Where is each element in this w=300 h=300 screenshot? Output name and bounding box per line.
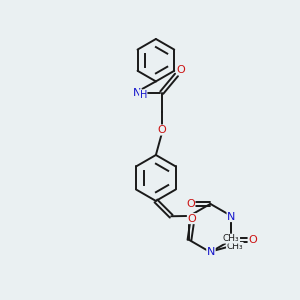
- Text: N: N: [133, 88, 141, 98]
- Text: CH₃: CH₃: [226, 242, 243, 251]
- Text: O: O: [248, 235, 257, 245]
- Text: O: O: [188, 214, 196, 224]
- Text: N: N: [207, 247, 215, 256]
- Text: H: H: [140, 90, 147, 100]
- Text: O: O: [158, 125, 166, 135]
- Text: O: O: [176, 64, 185, 75]
- Text: N: N: [227, 212, 236, 221]
- Text: CH₃: CH₃: [223, 234, 240, 243]
- Text: O: O: [186, 199, 195, 209]
